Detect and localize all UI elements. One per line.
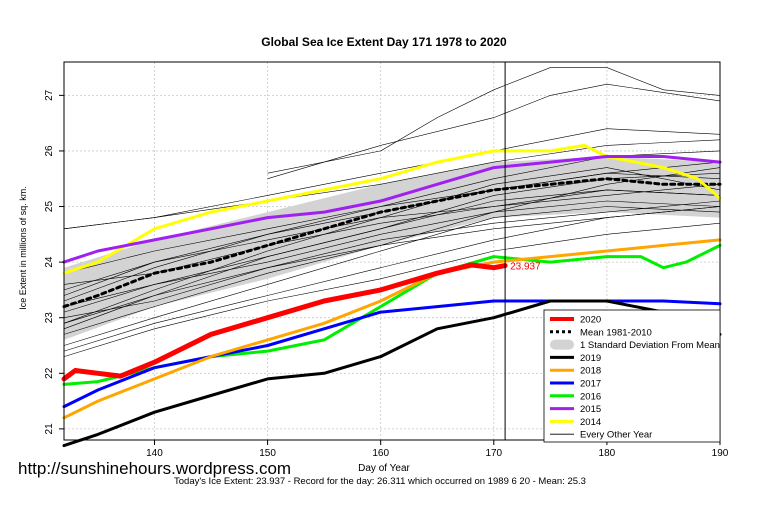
series-line-2020 (61, 262, 508, 382)
y-tick-label: 27 (44, 89, 55, 101)
y-tick-label: 22 (44, 367, 55, 379)
x-tick-label: 180 (599, 448, 616, 459)
legend-label: 1 Standard Deviation From Mean (580, 340, 720, 351)
legend-label: Mean 1981-2010 (580, 327, 652, 338)
y-axis-label: Ice Extent in millions of sq. km. (18, 186, 28, 310)
series-line-2014 (62, 143, 722, 275)
series-line-2018 (62, 238, 722, 420)
every-other-year-line (63, 206, 721, 346)
y-tick-label: 24 (44, 256, 55, 268)
chart-title: Global Sea Ice Extent Day 171 1978 to 20… (261, 35, 507, 49)
y-tick-label: 23 (44, 312, 55, 324)
x-tick-label: 190 (712, 448, 729, 459)
y-tick-label: 21 (44, 423, 55, 435)
legend-label: 2018 (580, 366, 601, 377)
std-dev-band-area (64, 156, 720, 340)
x-tick-label: 140 (146, 448, 163, 459)
series-line-mean-1981-2010 (62, 177, 722, 309)
watermark-url: http://sunshinehours.wordpress.com (18, 459, 292, 478)
x-axis-label: Day of Year (358, 463, 410, 474)
every-other-year-line (63, 128, 721, 230)
legend-label: 2020 (580, 315, 601, 326)
series-lines (61, 143, 722, 448)
legend-label: 2015 (580, 404, 601, 415)
x-tick-label: 150 (259, 448, 276, 459)
y-tick-label: 25 (44, 201, 55, 213)
every-other-year-line (63, 172, 721, 302)
legend-label: 2016 (580, 391, 601, 402)
legend-label: 2017 (580, 379, 601, 390)
y-tick-label: 26 (44, 145, 55, 157)
every-other-year-line (63, 206, 721, 352)
series-line-2015 (62, 155, 722, 264)
x-tick-label: 160 (372, 448, 389, 459)
every-other-year-line (63, 200, 721, 318)
axes: 140 150 160 170 180 190 21 22 23 24 25 26 27 (44, 89, 729, 459)
every-other-year-line (267, 83, 721, 179)
every-other-year-lines (63, 67, 721, 357)
plot-frame (63, 61, 721, 441)
legend-swatch (550, 339, 574, 350)
legend-label: 2014 (580, 417, 601, 428)
every-other-year-line (63, 167, 721, 313)
every-other-year-line (63, 189, 721, 324)
x-tick-label: 170 (485, 448, 502, 459)
current-value-label: 23.937 (510, 262, 541, 273)
every-other-year-line (63, 222, 721, 357)
footer-stats: Today's Ice Extent: 23.937 - Record for … (174, 476, 586, 487)
legend-label: Every Other Year (580, 430, 652, 441)
every-other-year-line (63, 184, 721, 296)
legend-label: 2019 (580, 353, 601, 364)
std-dev-band (64, 156, 720, 340)
every-other-year-line (267, 67, 721, 174)
